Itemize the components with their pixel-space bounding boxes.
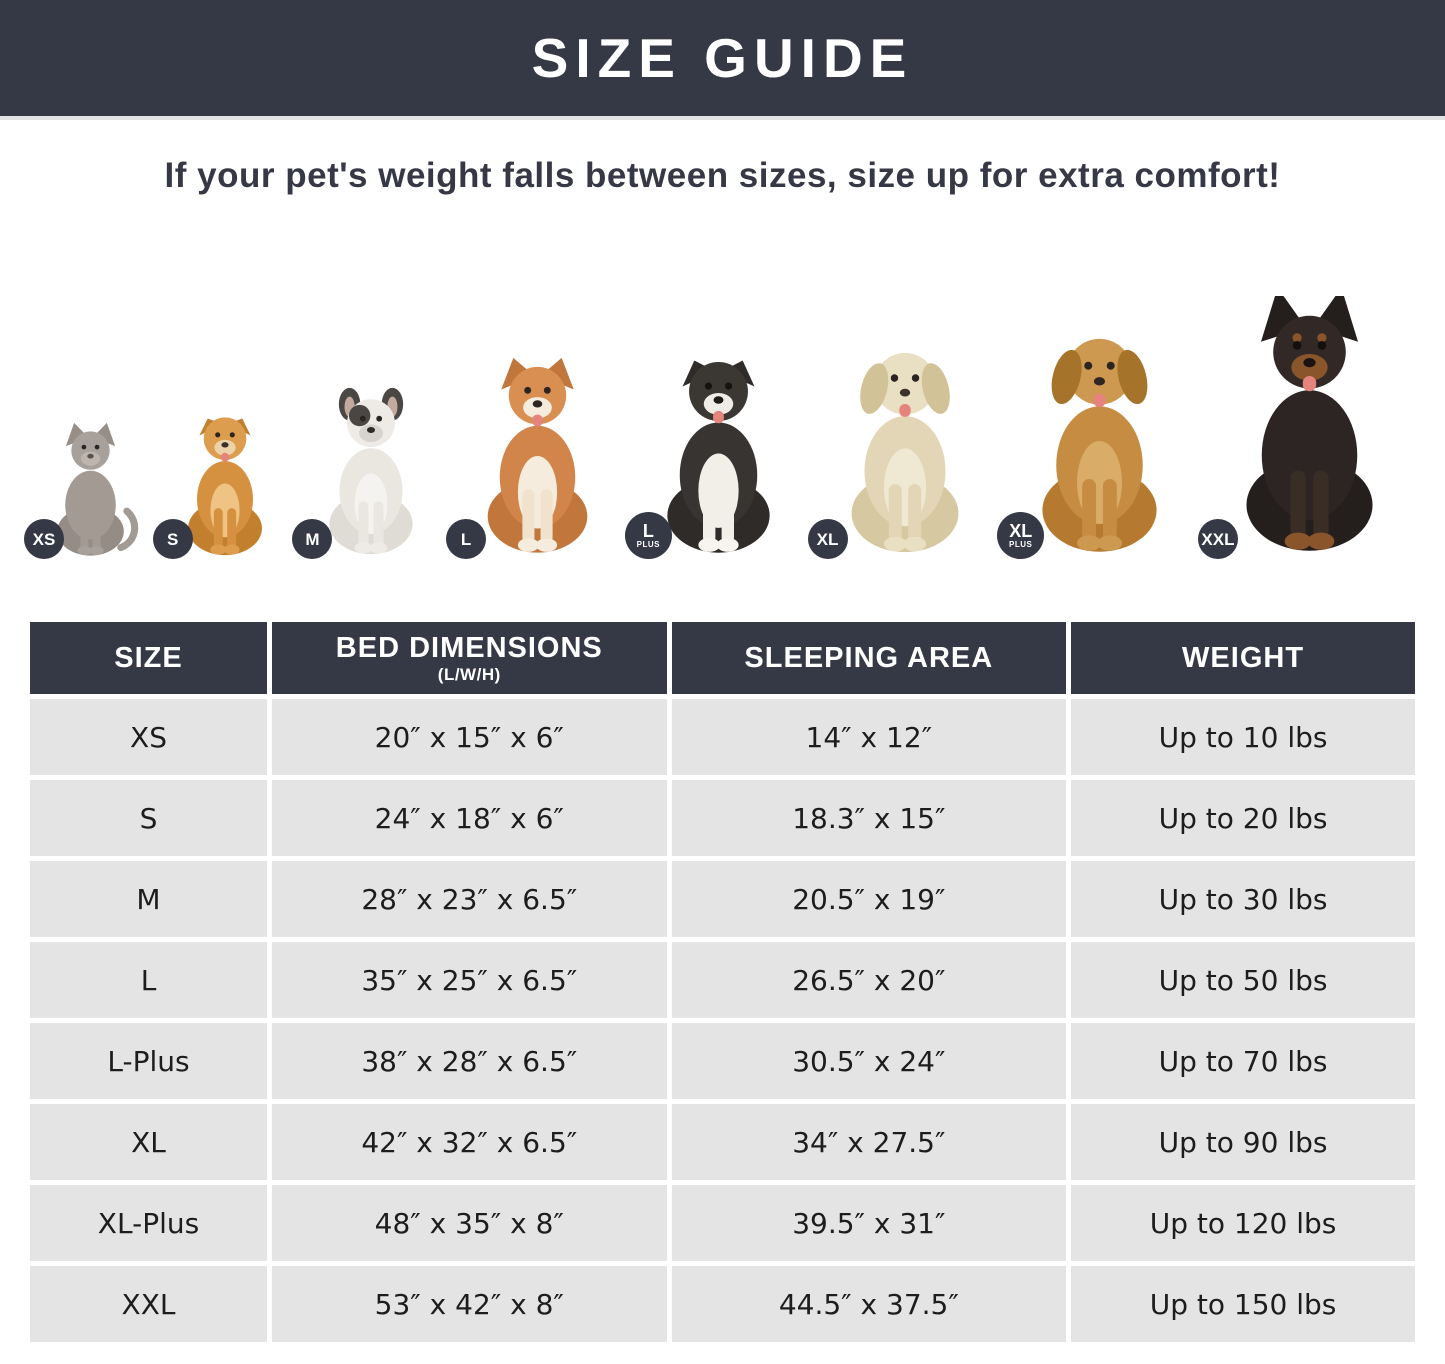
column-header-size: SIZE xyxy=(30,622,267,694)
weight-cell: Up to 90 lbs xyxy=(1071,1104,1415,1180)
column-header-label: SLEEPING AREA xyxy=(744,641,994,674)
table-row-xl-plus: XL-Plus 48″ x 35″ x 8″ 39.5″ x 31″ Up to 12… xyxy=(30,1185,1415,1261)
bed-dimensions-cell: 53″ x 42″ x 8″ xyxy=(272,1266,667,1342)
sleeping-area-cell: 39.5″ x 31″ xyxy=(671,1185,1067,1261)
size-badge: XL xyxy=(807,519,848,559)
sizing-tip-text: If your pet's weight falls between sizes… xyxy=(164,156,1281,195)
size-badge-label: L xyxy=(460,529,472,549)
size-guide-table: SIZE BED DIMENSIONS (L/W/H) SLEEPING AREA WE… xyxy=(25,617,1420,1347)
size-cell: L xyxy=(30,942,267,1018)
weight-cell: Up to 120 lbs xyxy=(1071,1185,1415,1261)
column-header-sleeping-area: SLEEPING AREA xyxy=(671,622,1067,694)
sleeping-area-cell: 34″ x 27.5″ xyxy=(671,1104,1067,1180)
pet-cell-xxl: XXL xyxy=(1197,296,1405,561)
size-badge: XL PLUS xyxy=(997,512,1045,559)
table-row-s: S 24″ x 18″ x 6″ 18.3″ x 15″ Up to 20 lbs xyxy=(30,780,1415,856)
weight-cell: Up to 70 lbs xyxy=(1071,1023,1415,1099)
size-badge-label: S xyxy=(167,529,179,549)
pet-size-lineup: XS S M L L PLUS XL XL PLUS XXL xyxy=(0,216,1445,561)
column-header-sublabel: (L/W/H) xyxy=(437,664,501,684)
table-header-row: SIZE BED DIMENSIONS (L/W/H) SLEEPING AREA WE… xyxy=(30,622,1415,694)
table-row-xxl: XXL 53″ x 42″ x 8″ 44.5″ x 37.5″ Up to 150 … xyxy=(30,1266,1415,1342)
page-title: SIZE GUIDE xyxy=(531,27,914,89)
cat-icon xyxy=(57,422,139,556)
pet-cell-xs: XS xyxy=(24,421,141,561)
labrador-icon xyxy=(851,352,958,553)
size-guide-banner: SIZE GUIDE xyxy=(0,0,1445,120)
pet-cell-xl: XL xyxy=(807,336,986,561)
size-cell: XL-Plus xyxy=(30,1185,267,1261)
size-cell: XXL xyxy=(30,1266,267,1342)
bed-dimensions-cell: 24″ x 18″ x 6″ xyxy=(272,780,667,856)
size-cell: M xyxy=(30,861,267,937)
pet-cell-s: S xyxy=(152,406,281,561)
pet-cell-l: L xyxy=(446,351,613,561)
size-badge-sublabel: PLUS xyxy=(636,540,660,549)
bed-dimensions-cell: 35″ x 25″ x 6.5″ xyxy=(272,942,667,1018)
weight-cell: Up to 150 lbs xyxy=(1071,1266,1415,1342)
sleeping-area-cell: 18.3″ x 15″ xyxy=(671,780,1067,856)
size-badge: M xyxy=(292,519,333,559)
size-badge: L PLUS xyxy=(624,512,672,559)
bed-dimensions-cell: 48″ x 35″ x 8″ xyxy=(272,1185,667,1261)
column-header-bed-dimensions: BED DIMENSIONS (L/W/H) xyxy=(272,622,667,694)
bed-dimensions-cell: 42″ x 32″ x 6.5″ xyxy=(272,1104,667,1180)
pet-cell-l-plus: L PLUS xyxy=(624,346,796,561)
size-cell: XS xyxy=(30,699,267,775)
sleeping-area-cell: 20.5″ x 19″ xyxy=(671,861,1067,937)
weight-cell: Up to 30 lbs xyxy=(1071,861,1415,937)
size-badge: XS xyxy=(24,519,64,559)
column-header-label: SIZE xyxy=(114,641,183,674)
size-badge-label: M xyxy=(305,529,320,549)
pet-cell-xl-plus: XL PLUS xyxy=(997,321,1186,561)
shiba-inu-icon xyxy=(487,357,588,553)
table-row-xs: XS 20″ x 15″ x 6″ 14″ x 12″ Up to 10 lbs xyxy=(30,699,1415,775)
weight-cell: Up to 20 lbs xyxy=(1071,780,1415,856)
sleeping-area-cell: 26.5″ x 20″ xyxy=(671,942,1067,1018)
weight-cell: Up to 50 lbs xyxy=(1071,942,1415,1018)
french-bulldog-icon xyxy=(329,387,413,555)
doberman-icon xyxy=(1246,296,1373,551)
table-row-m: M 28″ x 23″ x 6.5″ 20.5″ x 19″ Up to 30 lbs xyxy=(30,861,1415,937)
table-row-l: L 35″ x 25″ x 6.5″ 26.5″ x 20″ Up to 50 lbs xyxy=(30,942,1415,1018)
size-badge: XXL xyxy=(1197,519,1238,559)
bed-dimensions-cell: 20″ x 15″ x 6″ xyxy=(272,699,667,775)
size-badge-label: XS xyxy=(32,529,56,549)
size-cell: S xyxy=(30,780,267,856)
size-badge-label: XL xyxy=(1009,521,1033,541)
size-badge: S xyxy=(152,519,193,559)
size-badge: L xyxy=(446,519,487,559)
weight-cell: Up to 10 lbs xyxy=(1071,699,1415,775)
sleeping-area-cell: 44.5″ x 37.5″ xyxy=(671,1266,1067,1342)
table-row-xl: XL 42″ x 32″ x 6.5″ 34″ x 27.5″ Up to 90 lb… xyxy=(30,1104,1415,1180)
sleeping-area-cell: 14″ x 12″ xyxy=(671,699,1067,775)
size-badge-label: XL xyxy=(816,529,839,549)
table-row-l-plus: L-Plus 38″ x 28″ x 6.5″ 30.5″ x 24″ Up to 7… xyxy=(30,1023,1415,1099)
size-badge-label: L xyxy=(642,521,654,541)
pet-cell-m: M xyxy=(292,386,434,561)
border-collie-icon xyxy=(667,360,770,553)
column-header-label: WEIGHT xyxy=(1182,641,1305,674)
pomeranian-icon xyxy=(187,417,262,556)
size-cell: L-Plus xyxy=(30,1023,267,1099)
size-badge-label: XXL xyxy=(1201,529,1235,549)
sleeping-area-cell: 30.5″ x 24″ xyxy=(671,1023,1067,1099)
bed-dimensions-cell: 38″ x 28″ x 6.5″ xyxy=(272,1023,667,1099)
column-header-weight: WEIGHT xyxy=(1071,622,1415,694)
size-cell: XL xyxy=(30,1104,267,1180)
size-badge-sublabel: PLUS xyxy=(1009,540,1033,549)
bed-dimensions-cell: 28″ x 23″ x 6.5″ xyxy=(272,861,667,937)
golden-retriever-icon xyxy=(1042,338,1157,552)
column-header-label: BED DIMENSIONS xyxy=(335,631,603,664)
